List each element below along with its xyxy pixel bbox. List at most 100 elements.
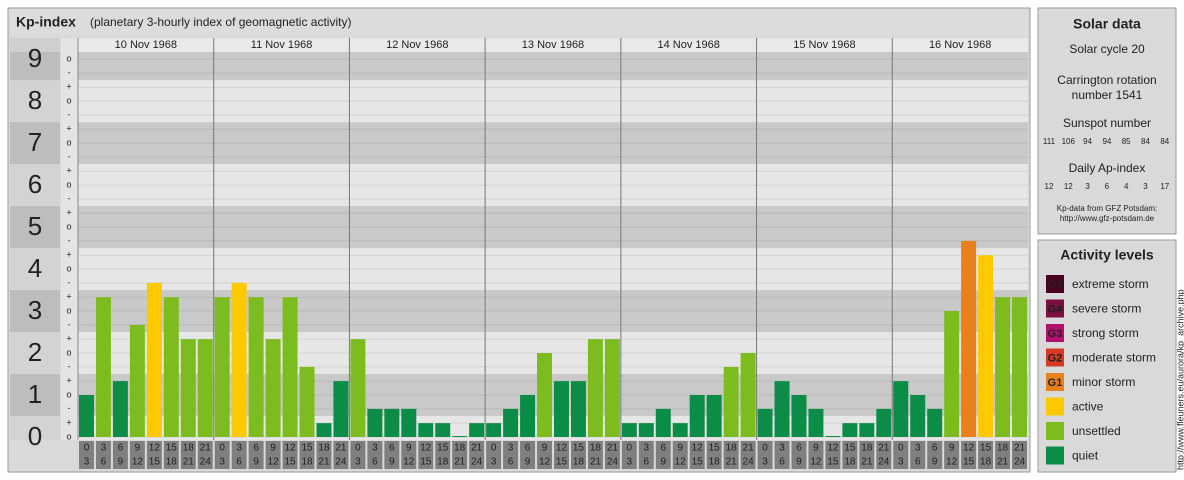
hour-label: 12 [946,457,958,468]
hour-label: 15 [437,443,449,454]
legend-swatch [1046,275,1064,293]
hour-label: 21 [1014,443,1026,454]
hour-box [604,441,620,469]
legend-code: G3 [1048,328,1063,340]
kp-band [78,122,1028,165]
hour-label: 6 [236,457,242,468]
hour-label: 9 [525,457,531,468]
bar [876,408,892,437]
hour-box [214,441,230,469]
bar [163,297,179,437]
digit-band [10,164,60,207]
hour-box [740,441,756,469]
sunspot-value: 111 [1043,137,1056,146]
bar [927,408,943,437]
hour-label: 6 [660,443,666,454]
hour-label: 24 [1014,457,1026,468]
hour-label: 0 [355,443,361,454]
hour-label: 15 [284,457,296,468]
date-label: 14 Nov 1968 [658,39,720,51]
bar [180,339,196,437]
date-label: 11 Nov 1968 [251,39,313,51]
hour-label: 18 [454,443,466,454]
legend-code: G5 [1048,279,1063,291]
hour-box [757,441,773,469]
date-label: 10 Nov 1968 [115,39,177,51]
date-label: 12 Nov 1968 [386,39,448,51]
bar [791,395,807,437]
hour-label: 6 [932,443,938,454]
bar [265,339,281,437]
hour-box [248,441,264,469]
y-minor-label: - [68,361,71,371]
y-minor-label: - [68,151,71,161]
hour-label: 21 [454,457,466,468]
hour-label: 18 [573,457,585,468]
bar [587,339,603,437]
hour-label: 3 [372,443,378,454]
hour-box [418,441,434,469]
hour-label: 0 [84,443,90,454]
legend-swatch [1046,373,1064,391]
bar [604,339,620,437]
y-minor-label: + [66,250,71,260]
credit: Kp-data from GFZ Potsdam: [1057,204,1157,213]
y-tick-label: 2 [28,337,42,367]
y-minor-label: o [66,221,71,231]
legend-code: G1 [1048,377,1063,389]
hour-label: 21 [861,457,873,468]
bar [231,282,247,437]
kp-band [78,164,1028,207]
bar [978,255,994,437]
hour-label: 6 [779,457,785,468]
bar [825,436,841,437]
hour-label: 21 [743,443,755,454]
hour-label: 12 [827,443,839,454]
y-minor-label: + [66,124,71,134]
hour-box [859,441,875,469]
carrington: Carrington rotation [1057,73,1156,87]
hour-box [893,441,909,469]
y-minor-label: - [68,403,71,413]
hour-box [299,441,315,469]
sunspot-value: 85 [1122,137,1131,146]
legend-name: extreme storm [1072,277,1149,291]
hour-label: 12 [420,443,432,454]
hour-label: 21 [318,457,330,468]
y-tick-label: 4 [28,253,42,283]
hour-label: 15 [692,457,704,468]
hour-label: 3 [84,457,90,468]
hour-box [282,441,298,469]
bar [621,423,637,437]
hour-label: 12 [284,443,296,454]
bar [1012,297,1027,437]
hour-label: 6 [796,443,802,454]
bar [384,408,400,437]
hour-box [469,441,485,469]
legend-name: quiet [1072,449,1099,463]
hour-label: 9 [135,443,141,454]
hour-label: 0 [627,443,633,454]
y-minor-label: o [66,431,71,441]
hour-label: 15 [844,443,856,454]
sunspot-title: Sunspot number [1063,116,1151,130]
bar [146,282,162,437]
bar [910,395,926,437]
hour-box [435,441,451,469]
kp-band [78,416,1028,440]
chart-title: Kp-index [16,14,76,30]
hour-label: 9 [406,443,412,454]
hour-label: 3 [508,443,514,454]
date-label: 13 Nov 1968 [522,39,584,51]
digit-band [10,332,60,375]
hour-box [587,441,603,469]
legend-code: G4 [1048,303,1064,315]
hour-label: 12 [963,443,975,454]
bar [672,423,688,437]
y-minor-label: + [66,166,71,176]
legend-swatch [1046,446,1064,465]
hour-box [995,441,1011,469]
hour-label: 6 [101,457,107,468]
hour-box [112,441,128,469]
